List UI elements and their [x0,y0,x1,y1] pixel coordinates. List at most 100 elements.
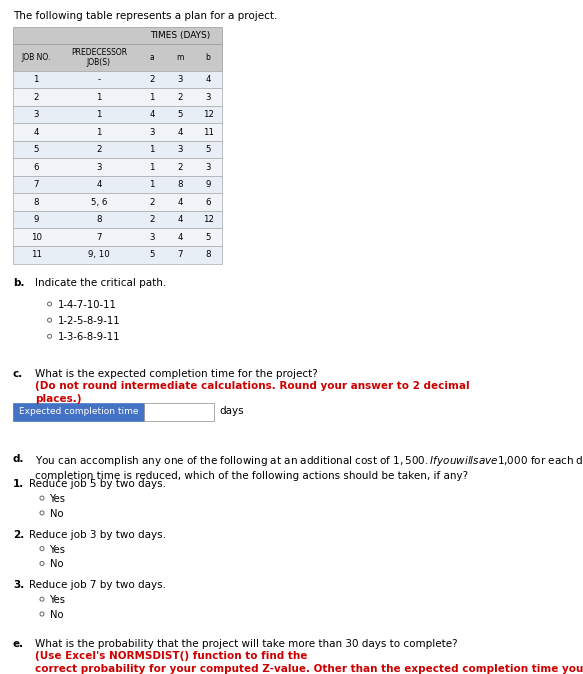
Text: 2: 2 [149,197,155,207]
Text: 5, 6: 5, 6 [90,197,107,207]
Text: 3: 3 [149,233,155,242]
Text: No: No [50,559,63,570]
Ellipse shape [40,612,44,616]
Text: 1: 1 [96,110,101,119]
Text: 3: 3 [205,92,211,102]
Text: 7: 7 [177,250,183,259]
Text: Yes: Yes [50,545,65,555]
Text: 7: 7 [33,180,39,189]
Text: 3: 3 [149,127,155,137]
Text: 1: 1 [96,92,101,102]
Text: 3: 3 [177,145,183,154]
Text: 8: 8 [177,180,183,189]
Text: 5: 5 [177,110,183,119]
Bar [13,158,222,176]
Text: 9, 10: 9, 10 [88,250,110,259]
Text: No: No [50,509,63,519]
Bar [144,403,214,421]
Bar [13,106,222,123]
Text: Reduce job 3 by two days.: Reduce job 3 by two days. [29,530,166,540]
Text: What is the expected completion time for the project?: What is the expected completion time for… [35,369,318,379]
Text: 11: 11 [203,127,213,137]
Bar [13,176,222,193]
Bar [13,88,222,106]
Text: 2: 2 [149,215,155,224]
Text: 2.: 2. [13,530,24,540]
Text: 6: 6 [205,197,211,207]
Text: What is the probability that the project will take more than 30 days to complete: What is the probability that the project… [35,639,458,649]
Text: 3.: 3. [13,580,24,590]
Text: 2: 2 [149,75,155,84]
Text: 12: 12 [203,110,213,119]
Bar [13,44,222,71]
Text: Reduce job 5 by two days.: Reduce job 5 by two days. [29,479,166,489]
Text: Expected completion time: Expected completion time [19,407,138,417]
Text: 12: 12 [203,215,213,224]
Ellipse shape [48,318,51,322]
Text: 8: 8 [205,250,211,259]
Text: 10: 10 [31,233,41,242]
Text: 1: 1 [33,75,39,84]
Text: 3: 3 [177,75,183,84]
Text: 1: 1 [149,145,155,154]
Text: 9: 9 [205,180,211,189]
Text: The following table represents a plan for a project.: The following table represents a plan fo… [13,11,277,21]
Text: (Use Excel's NORMSDIST() function to find the
correct probability for your compu: (Use Excel's NORMSDIST() function to fin… [35,651,583,674]
Text: 1-2-5-8-9-11: 1-2-5-8-9-11 [58,316,121,326]
Text: 3: 3 [205,162,211,172]
Text: 5: 5 [205,145,211,154]
Text: No: No [50,610,63,620]
Text: TIMES (DAYS): TIMES (DAYS) [150,31,210,40]
Text: d.: d. [13,454,24,464]
Text: 1: 1 [149,180,155,189]
Text: 8: 8 [96,215,101,224]
Text: 9: 9 [33,215,39,224]
Bar [13,71,222,88]
Text: 8: 8 [33,197,39,207]
Text: Indicate the critical path.: Indicate the critical path. [35,278,166,288]
Bar [13,193,222,211]
Bar [13,246,222,264]
Text: 4: 4 [205,75,211,84]
Text: 4: 4 [177,127,183,137]
Ellipse shape [40,547,44,551]
Text: 2: 2 [177,92,183,102]
Ellipse shape [48,334,51,338]
Text: 5: 5 [149,250,155,259]
Text: b: b [206,53,210,62]
Text: b.: b. [13,278,24,288]
Text: 6: 6 [33,162,39,172]
Text: 1: 1 [149,92,155,102]
Text: 1: 1 [96,127,101,137]
Bar [13,403,144,421]
Ellipse shape [40,597,44,601]
Text: (Do not round intermediate calculations. Round your answer to 2 decimal
places.): (Do not round intermediate calculations.… [35,381,469,404]
Text: a: a [150,53,154,62]
Bar [13,211,222,228]
Text: 4: 4 [177,233,183,242]
Bar [13,141,222,158]
Text: 3: 3 [96,162,101,172]
Text: 5: 5 [33,145,39,154]
Text: 4: 4 [33,127,39,137]
Ellipse shape [40,496,44,500]
Text: Reduce job 7 by two days.: Reduce job 7 by two days. [29,580,166,590]
Text: days: days [220,406,244,417]
Text: -: - [97,75,100,84]
Text: 2: 2 [96,145,101,154]
Text: You can accomplish any one of the following at an additional cost of $1,500. If : You can accomplish any one of the follow… [35,454,583,481]
Text: 4: 4 [96,180,101,189]
Bar [13,27,222,44]
Ellipse shape [40,561,44,565]
Text: 2: 2 [177,162,183,172]
Text: 1: 1 [149,162,155,172]
Ellipse shape [40,511,44,515]
Text: e.: e. [13,639,24,649]
Text: 5: 5 [205,233,211,242]
Bar [13,228,222,246]
Text: 3: 3 [33,110,39,119]
Text: 4: 4 [149,110,155,119]
Text: c.: c. [13,369,23,379]
Bar [13,123,222,141]
Text: 2: 2 [33,92,39,102]
